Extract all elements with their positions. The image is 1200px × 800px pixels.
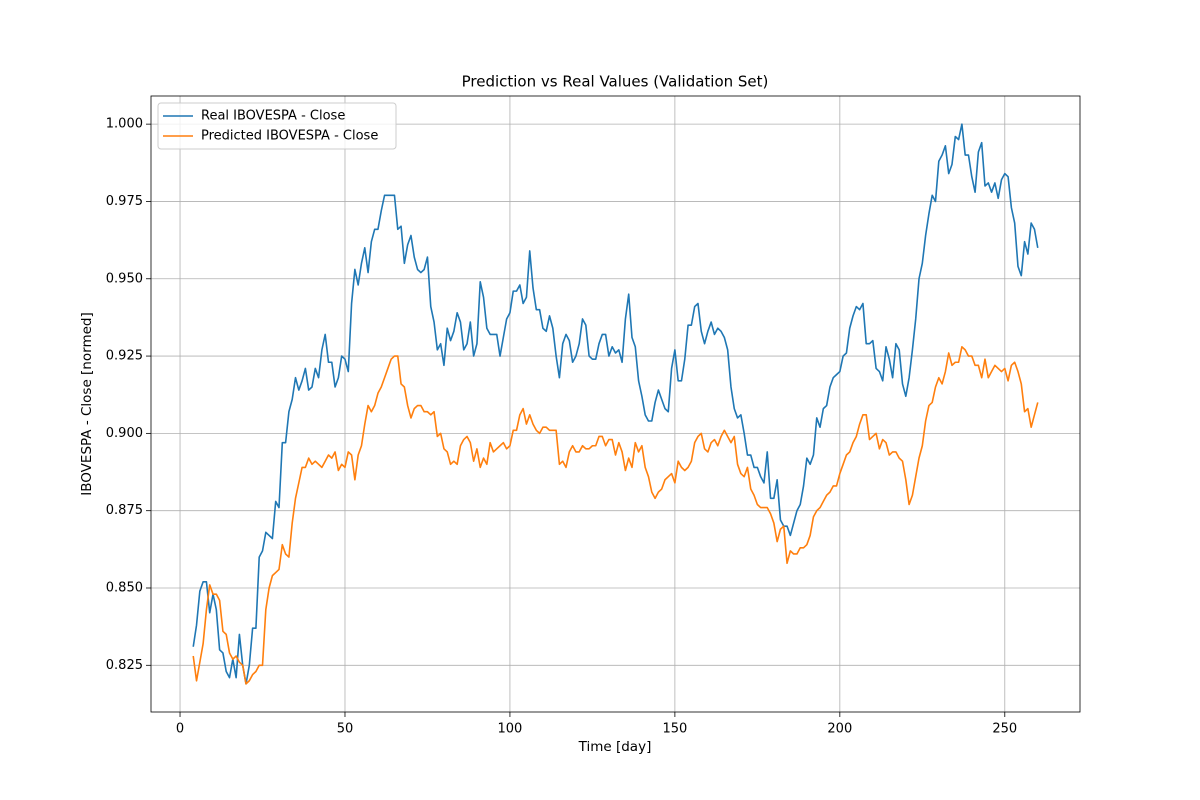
y-tick-label: 0.925 (106, 349, 143, 364)
y-tick-label: 0.950 (106, 271, 143, 286)
x-tick-label: 250 (992, 722, 1017, 737)
y-axis-label: IBOVESPA - Close [normed] (79, 312, 95, 495)
legend: Real IBOVESPA - Close Predicted IBOVESPA … (157, 102, 397, 150)
y-tick-label: 0.900 (106, 426, 143, 441)
y-tick-label: 0.975 (106, 194, 143, 209)
x-tick-label: 200 (827, 722, 852, 737)
y-tick-label: 0.825 (106, 658, 143, 673)
axes-frame (150, 95, 1081, 713)
series-line (192, 345, 1039, 685)
legend-label: Predicted IBOVESPA - Close (201, 129, 378, 144)
legend-label: Real IBOVESPA - Close (201, 109, 345, 124)
x-tick-label: 150 (662, 722, 687, 737)
x-tick-label: 100 (498, 722, 523, 737)
y-tick-label: 0.850 (106, 580, 143, 595)
y-tick-label: 0.875 (106, 503, 143, 518)
x-tick-label: 50 (337, 722, 354, 737)
series-line (192, 123, 1039, 685)
y-tick-label: 1.000 (106, 117, 143, 132)
x-tick-label: 0 (176, 722, 184, 737)
chart-title: Prediction vs Real Values (Validation Se… (462, 73, 769, 91)
legend-box (157, 102, 397, 150)
x-axis-label: Time [day] (578, 739, 652, 755)
